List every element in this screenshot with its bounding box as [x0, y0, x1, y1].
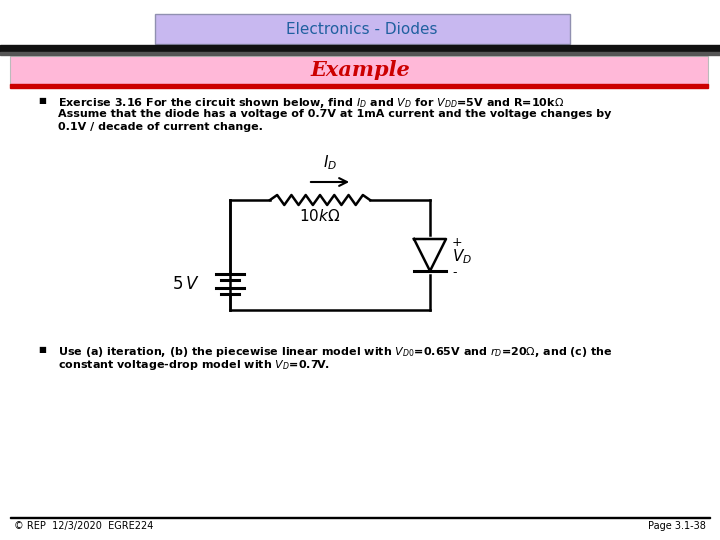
Text: $I_D$: $I_D$: [323, 153, 337, 172]
FancyBboxPatch shape: [10, 56, 708, 85]
Polygon shape: [414, 239, 446, 271]
Text: Exercise 3.16 For the circuit shown below, find $I_D$ and $V_D$ for $V_{DD}$=5V : Exercise 3.16 For the circuit shown belo…: [58, 96, 564, 110]
Text: $5\,V$: $5\,V$: [172, 275, 200, 293]
Text: constant voltage-drop model with $V_D$=0.7V.: constant voltage-drop model with $V_D$=0…: [58, 358, 330, 372]
Text: Example: Example: [310, 60, 410, 80]
Text: ■: ■: [38, 96, 46, 105]
Bar: [0, 45, 720, 52]
Text: 0.1V / decade of current change.: 0.1V / decade of current change.: [58, 122, 263, 132]
FancyBboxPatch shape: [155, 14, 570, 44]
Text: -: -: [452, 267, 456, 280]
Text: Assume that the diode has a voltage of 0.7V at 1mA current and the voltage chang: Assume that the diode has a voltage of 0…: [58, 109, 611, 119]
Text: Use (a) iteration, (b) the piecewise linear model with $V_{D0}$=0.65V and $r_D$=: Use (a) iteration, (b) the piecewise lin…: [58, 345, 613, 359]
Text: Electronics - Diodes: Electronics - Diodes: [287, 22, 438, 37]
Text: $10k\Omega$: $10k\Omega$: [300, 208, 341, 224]
Text: $V_D$: $V_D$: [452, 248, 472, 266]
Text: +: +: [452, 237, 463, 249]
Text: Page 3.1-38: Page 3.1-38: [648, 521, 706, 531]
Bar: [0, 52, 720, 55]
Bar: [10, 84, 708, 88]
Bar: [10, 517, 710, 518]
Text: ■: ■: [38, 345, 46, 354]
Text: © REP  12/3/2020  EGRE224: © REP 12/3/2020 EGRE224: [14, 521, 153, 531]
